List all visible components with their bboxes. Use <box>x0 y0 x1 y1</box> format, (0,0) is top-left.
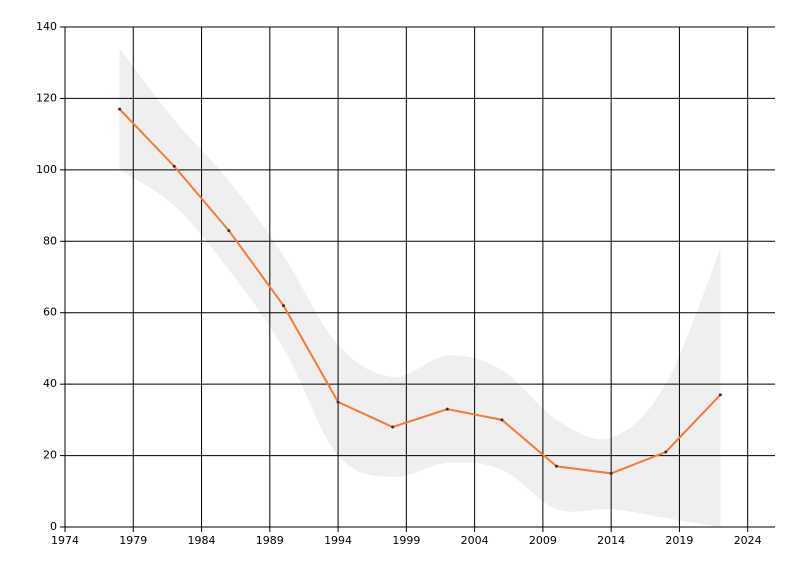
y-tick-label: 120 <box>36 91 57 104</box>
x-tick-label: 2019 <box>665 534 693 547</box>
point <box>664 450 668 454</box>
x-tick-label: 2014 <box>597 534 625 547</box>
y-tick-label: 60 <box>43 306 57 319</box>
x-tick-label: 2004 <box>461 534 489 547</box>
point <box>555 464 559 468</box>
y-tick-label: 80 <box>43 234 57 247</box>
x-tick-label: 1989 <box>256 534 284 547</box>
x-tick-label: 2009 <box>529 534 557 547</box>
line <box>118 108 722 475</box>
x-tick-label: 1974 <box>51 534 79 547</box>
point <box>391 425 395 429</box>
x-tick-label: 2024 <box>734 534 762 547</box>
point <box>172 164 176 168</box>
point <box>500 418 504 422</box>
point <box>718 393 722 397</box>
confidence-band <box>119 48 721 528</box>
point <box>281 304 285 308</box>
point <box>445 407 449 411</box>
point <box>118 107 122 111</box>
point <box>609 471 613 475</box>
y-tick-label: 0 <box>50 520 57 533</box>
x-tick-label: 1984 <box>188 534 216 547</box>
y-tick-label: 20 <box>43 449 57 462</box>
y-tick-label: 40 <box>43 377 57 390</box>
y-tick-label: 100 <box>36 163 57 176</box>
x-tick-label: 1979 <box>119 534 147 547</box>
point <box>336 400 340 404</box>
x-tick-label: 1994 <box>324 534 352 547</box>
x-tick-label: 1999 <box>392 534 420 547</box>
point <box>227 229 231 233</box>
y-tick-label: 140 <box>36 20 57 33</box>
